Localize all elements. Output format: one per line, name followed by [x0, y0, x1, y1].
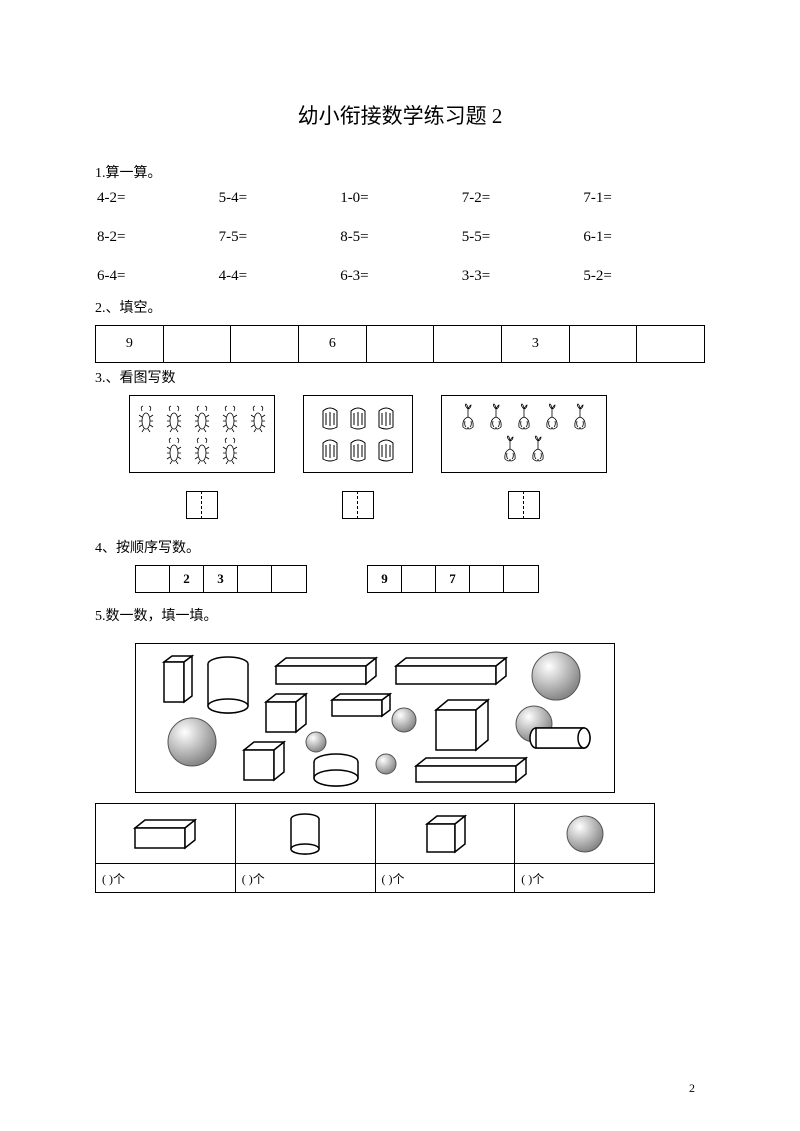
answer-box	[342, 491, 374, 519]
fill-cell	[637, 326, 704, 362]
arith-cell: 4-4=	[219, 268, 341, 285]
sequence-b: 9 7	[367, 565, 539, 593]
seq-cell	[402, 566, 436, 592]
arith-cell: 7-5=	[219, 229, 341, 246]
q4-label: 4、按顺序写数。	[95, 537, 705, 557]
q4-sequences: 2 3 9 7	[135, 565, 705, 593]
sequence-a: 2 3	[135, 565, 307, 593]
count-table: ( )个 ( )个 ( )个	[95, 803, 655, 893]
arith-cell: 3-3=	[462, 268, 584, 285]
fill-cell: 6	[299, 326, 367, 362]
page-number: 2	[689, 1081, 695, 1096]
arith-cell: 5-4=	[219, 190, 341, 207]
q3-answers	[129, 491, 705, 519]
arith-cell: 5-2=	[583, 268, 705, 285]
arith-cell: 7-1=	[583, 190, 705, 207]
fill-cell: 9	[96, 326, 164, 362]
count-label: ( )个	[376, 864, 515, 892]
arith-cell: 5-5=	[462, 229, 584, 246]
arith-cell: 4-2=	[97, 190, 219, 207]
seq-cell: 3	[204, 566, 238, 592]
cube-icon	[376, 804, 515, 864]
arithmetic-grid: 4-2= 5-4= 1-0= 7-2= 7-1= 8-2= 7-5= 8-5= …	[95, 190, 705, 285]
seq-cell	[272, 566, 306, 592]
q2-label: 2.、填空。	[95, 297, 705, 317]
arith-cell: 6-4=	[97, 268, 219, 285]
fill-cell: 3	[502, 326, 570, 362]
fill-cell	[434, 326, 502, 362]
sphere-icon	[515, 804, 654, 864]
q1-label: 1.算一算。	[95, 162, 705, 182]
fill-cell	[164, 326, 232, 362]
q3-label: 3.、看图写数	[95, 367, 705, 387]
arith-cell: 7-2=	[462, 190, 584, 207]
arith-cell: 1-0=	[340, 190, 462, 207]
q5-label: 5.数一数，填一填。	[95, 605, 705, 625]
cylinder-icon	[236, 804, 375, 864]
shapes-collection	[135, 643, 615, 793]
arith-cell: 6-3=	[340, 268, 462, 285]
count-label: ( )个	[236, 864, 375, 892]
fill-sequence: 9 6 3	[95, 325, 705, 363]
seq-cell: 9	[368, 566, 402, 592]
seq-cell	[136, 566, 170, 592]
fill-cell	[367, 326, 435, 362]
fill-cell	[570, 326, 638, 362]
q3-pictures	[129, 395, 705, 473]
arith-cell: 6-1=	[583, 229, 705, 246]
arith-cell: 8-2=	[97, 229, 219, 246]
cuboid-icon	[96, 804, 235, 864]
page-title: 幼小衔接数学练习题 2	[95, 100, 705, 130]
answer-box	[186, 491, 218, 519]
seq-cell	[470, 566, 504, 592]
arith-cell: 8-5=	[340, 229, 462, 246]
seq-cell	[504, 566, 538, 592]
pic-box-lobsters	[129, 395, 275, 473]
seq-cell: 2	[170, 566, 204, 592]
fill-cell	[231, 326, 299, 362]
seq-cell: 7	[436, 566, 470, 592]
count-label: ( )个	[96, 864, 235, 892]
seq-cell	[238, 566, 272, 592]
pic-box-vegetables	[441, 395, 607, 473]
count-label: ( )个	[515, 864, 654, 892]
answer-box	[508, 491, 540, 519]
pic-box-loaves	[303, 395, 413, 473]
